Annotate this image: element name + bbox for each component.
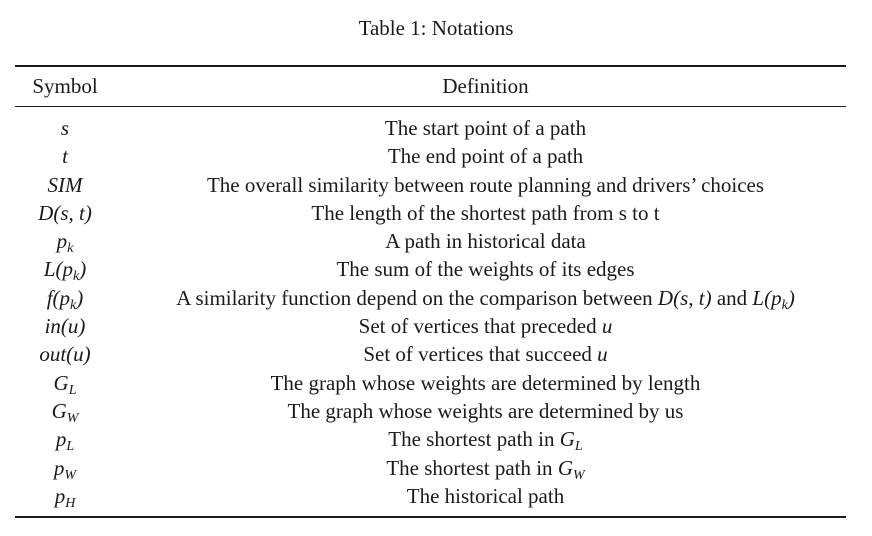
- symbol-cell: GW: [51, 398, 79, 426]
- definition-cell: Set of vertices that succeed u: [363, 342, 608, 367]
- table-row: pW The shortest path in GW: [15, 454, 846, 483]
- definition-cell: A path in historical data: [385, 229, 586, 254]
- table-caption: Table 1: Notations: [358, 16, 514, 40]
- symbol-cell: s: [60, 116, 70, 140]
- symbol-cell: f(pk): [46, 285, 84, 313]
- definition-cell: The overall similarity between route pla…: [206, 172, 765, 197]
- table-row: pL The shortest path in GL: [15, 425, 846, 455]
- symbol-cell: t: [62, 144, 68, 169]
- definition-cell: The sum of the weights of its edges: [336, 257, 635, 282]
- definition-cell: The shortest path in GW: [386, 455, 585, 483]
- symbol-cell: pH: [54, 483, 76, 511]
- header-definition: Definition: [442, 74, 529, 98]
- table-row: s The start point of a path: [15, 114, 846, 142]
- definition-cell: The end point of a path: [387, 144, 584, 169]
- table-row: D(s, t) The length of the shortest path …: [15, 199, 846, 227]
- symbol-cell: pk: [56, 229, 74, 257]
- symbol-cell: out(u): [39, 342, 91, 367]
- symbol-cell: pL: [55, 427, 75, 455]
- definition-cell: The start point of a path: [384, 116, 587, 140]
- table-row: GW The graph whose weights are determine…: [15, 397, 846, 426]
- mid-rule: [15, 106, 846, 108]
- table-header: Symbol Definition: [15, 74, 846, 102]
- symbol-cell: pW: [53, 455, 77, 483]
- symbol-cell: SIM: [47, 172, 83, 197]
- header-symbol: Symbol: [32, 74, 98, 98]
- top-rule: [15, 65, 846, 67]
- table-row: SIM The overall similarity between route…: [15, 171, 846, 199]
- table-row: t The end point of a path: [15, 142, 846, 170]
- definition-cell: The shortest path in GL: [388, 427, 583, 455]
- definition-cell: A similarity function depend on the comp…: [176, 285, 795, 313]
- definition-cell: The length of the shortest path from s t…: [311, 200, 660, 225]
- bottom-rule: [15, 516, 846, 518]
- table-row: in(u) Set of vertices that preceded u: [15, 312, 846, 340]
- definition-cell: The historical path: [406, 483, 565, 508]
- definition-cell: The graph whose weights are determined b…: [270, 370, 701, 395]
- table-row: GL The graph whose weights are determine…: [15, 369, 846, 398]
- table-row: L(pk) The sum of the weights of its edge…: [15, 255, 846, 285]
- table-row: pH The historical path: [15, 482, 846, 511]
- definition-cell: The graph whose weights are determined b…: [287, 398, 684, 423]
- symbol-cell: D(s, t): [38, 200, 92, 225]
- symbol-cell: in(u): [44, 314, 86, 339]
- table-row: pk A path in historical data: [15, 227, 846, 257]
- table-row: out(u) Set of vertices that succeed u: [15, 340, 846, 368]
- symbol-cell: L(pk): [43, 257, 87, 285]
- table-body: s The start point of a path t The end po…: [15, 114, 846, 510]
- definition-cell: Set of vertices that preceded u: [358, 314, 613, 339]
- table-row: f(pk) A similarity function depend on th…: [15, 284, 846, 313]
- symbol-cell: GL: [53, 370, 77, 398]
